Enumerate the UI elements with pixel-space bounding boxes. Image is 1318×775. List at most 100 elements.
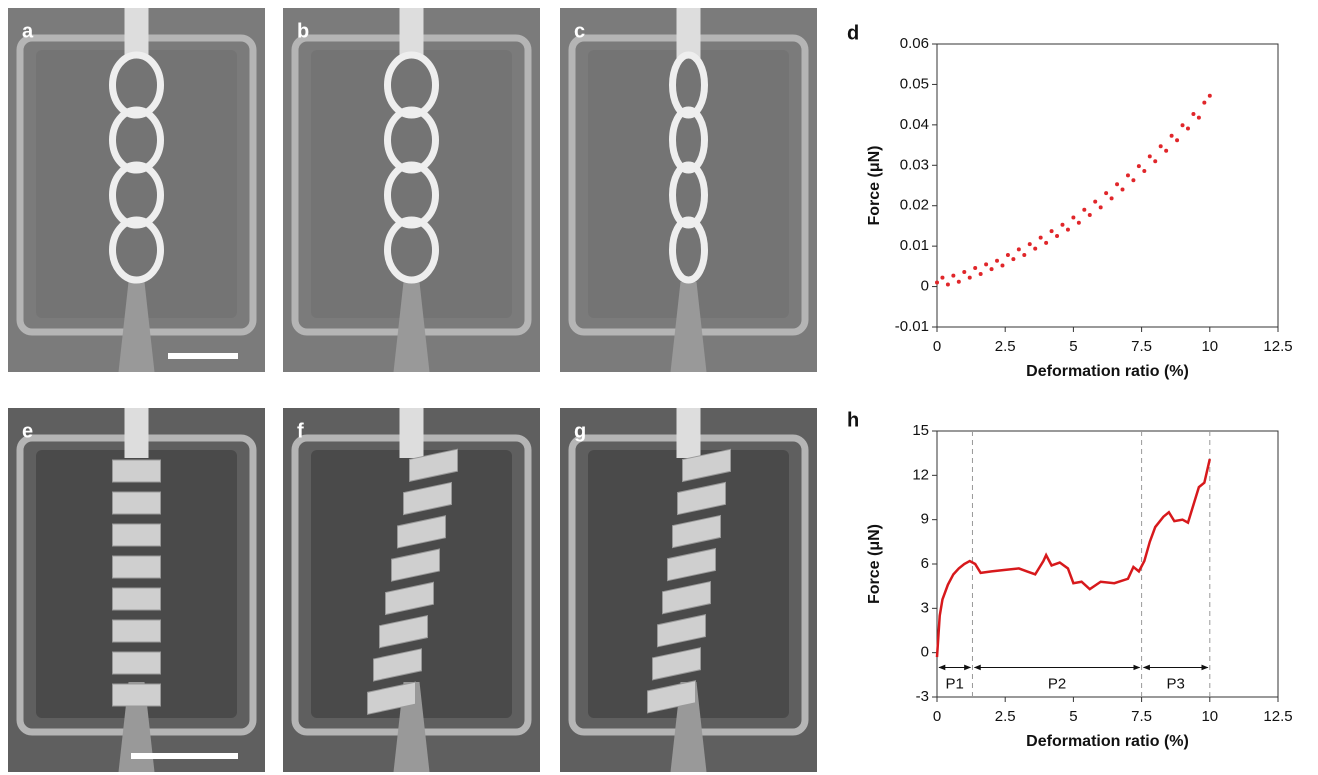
scale-bar: [131, 753, 238, 759]
x-tick-label: 5: [1069, 708, 1077, 725]
sem-ring: [669, 161, 708, 229]
x-axis-title: Deformation ratio (%): [1026, 733, 1189, 750]
phase-label: P1: [946, 675, 964, 692]
data-point: [1147, 154, 1152, 159]
data-point: [1109, 196, 1114, 201]
y-axis-title: Force (μN): [866, 145, 883, 225]
data-point: [1016, 247, 1021, 252]
y-tick-label: -3: [916, 688, 929, 705]
y-tick-label: 3: [921, 599, 929, 616]
y-tick-label: 15: [912, 422, 929, 439]
x-tick-label: 2.5: [995, 708, 1016, 725]
y-tick-label: -0.01: [895, 318, 929, 335]
data-point: [1120, 187, 1125, 192]
y-axis-title: Force (μN): [866, 524, 883, 604]
data-point: [1131, 178, 1136, 183]
phase-label: P2: [1048, 675, 1066, 692]
data-point: [1175, 138, 1180, 143]
data-point: [1169, 133, 1174, 138]
sem-coil: [367, 681, 416, 715]
data-point: [995, 258, 1000, 263]
sem-coil: [403, 481, 452, 516]
data-point: [951, 273, 956, 278]
sem-probe: [670, 282, 707, 372]
data-point: [1044, 240, 1049, 245]
sem-inner: [588, 450, 789, 718]
data-point: [1033, 246, 1038, 251]
plot-frame: [936, 43, 1279, 328]
data-point: [962, 270, 967, 275]
panel-label: b: [297, 20, 309, 42]
data-point: [1060, 222, 1065, 227]
sem-ring: [109, 106, 164, 174]
sem-coil: [112, 651, 161, 675]
y-tick-label: 6: [921, 555, 929, 572]
panel-label: h: [847, 409, 859, 431]
sem-coil: [391, 548, 440, 582]
sem-ring: [109, 216, 164, 284]
x-tick-label: 0: [933, 338, 941, 355]
sem-coil: [677, 481, 726, 516]
panel-label: d: [847, 22, 859, 44]
sem-coil: [379, 614, 428, 649]
panel-label: g: [574, 420, 586, 442]
sem-inner: [36, 50, 237, 318]
data-point: [935, 280, 939, 285]
y-tick-label: 9: [921, 511, 929, 528]
y-tick-label: 0.03: [900, 156, 929, 173]
data-point: [1153, 159, 1158, 164]
sem-anchor: [676, 408, 701, 458]
data-point: [1180, 123, 1185, 128]
sem-coil: [112, 555, 161, 579]
x-tick-label: 12.5: [1263, 708, 1292, 725]
sem-anchor: [399, 408, 424, 458]
sem-coil: [385, 581, 434, 616]
data-point: [1000, 263, 1005, 268]
sem-ring: [384, 51, 439, 119]
sem-inner: [588, 50, 789, 318]
sem-ring: [384, 106, 439, 174]
sem-coil: [112, 491, 161, 515]
data-point: [1076, 220, 1081, 225]
sem-anchor: [124, 8, 149, 58]
sem-coil: [667, 547, 716, 582]
sem-anchor: [676, 8, 701, 58]
y-tick-label: 0.01: [900, 237, 929, 254]
sem-ring: [384, 216, 439, 284]
phase-label: P3: [1167, 675, 1185, 692]
sem-coil: [112, 587, 161, 611]
x-tick-label: 10: [1201, 338, 1218, 355]
data-point: [1011, 257, 1016, 262]
data-point: [978, 272, 983, 277]
x-tick-label: 7.5: [1131, 708, 1152, 725]
y-tick-label: 0: [921, 644, 929, 661]
data-point: [1049, 229, 1054, 234]
data-point: [1191, 111, 1196, 116]
data-point: [1098, 205, 1103, 210]
data-point: [1038, 235, 1043, 240]
sem-anchor: [399, 8, 424, 58]
sem-ring: [669, 106, 708, 174]
data-point: [1027, 242, 1032, 247]
x-tick-label: 12.5: [1263, 338, 1292, 355]
data-point: [967, 275, 972, 280]
plot-frame: [936, 430, 1279, 698]
x-tick-label: 10: [1201, 708, 1218, 725]
sem-coil: [682, 448, 731, 483]
data-point: [989, 267, 994, 272]
y-tick-label: 0.02: [900, 197, 929, 214]
data-point: [1055, 234, 1060, 239]
data-point: [1136, 164, 1141, 169]
y-tick-label: 0.04: [900, 116, 929, 133]
panel-label: c: [574, 20, 585, 42]
data-point: [1082, 207, 1087, 212]
data-point: [973, 265, 978, 270]
data-point: [1104, 191, 1109, 196]
sem-coil: [112, 459, 161, 483]
sem-coil: [657, 614, 706, 648]
sem-ring: [669, 216, 708, 284]
sem-anchor: [124, 408, 149, 458]
sem-ring: [109, 51, 164, 119]
panel-label: f: [297, 420, 304, 442]
sem-ring: [384, 161, 439, 229]
